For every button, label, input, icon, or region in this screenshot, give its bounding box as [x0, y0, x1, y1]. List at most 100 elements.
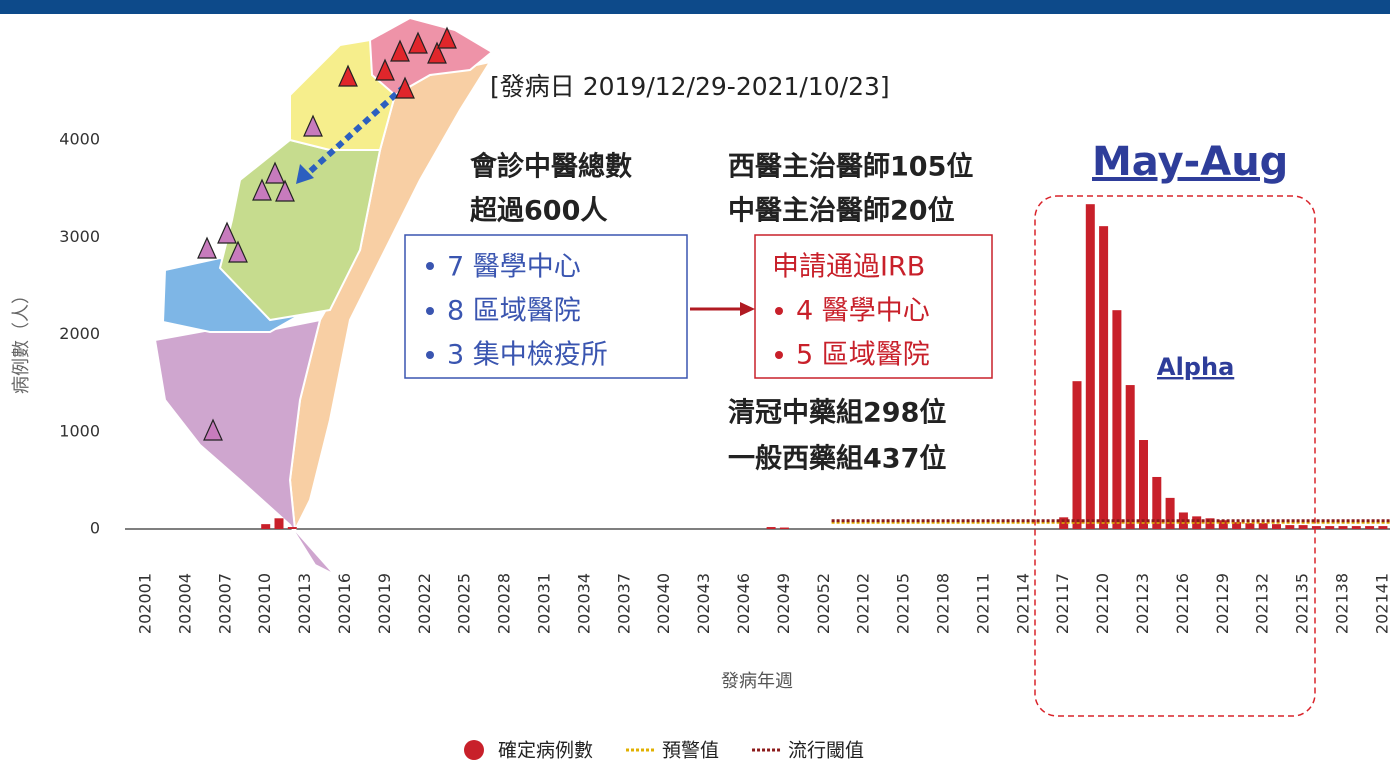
x-tick-label: 202028 [495, 573, 514, 634]
bar [1311, 526, 1321, 529]
y-tick-label: 2000 [59, 324, 100, 343]
bar [766, 527, 776, 529]
x-tick-label: 202016 [335, 573, 354, 634]
annotation: 中醫主治醫師20位 [728, 195, 955, 227]
legend-label: 預警值 [662, 740, 719, 762]
bar [1285, 525, 1295, 529]
case-marker [390, 39, 410, 62]
case-marker [427, 41, 447, 64]
x-axis-title: 發病年週 [721, 671, 793, 692]
case-marker [217, 221, 237, 244]
legend-label: 流行閾值 [788, 740, 864, 762]
bar [1085, 204, 1095, 529]
bar [1298, 525, 1308, 529]
bar [1165, 497, 1175, 529]
x-tick-label: 202123 [1133, 573, 1152, 634]
bar [1272, 524, 1281, 529]
x-tick-label: 202138 [1333, 573, 1352, 634]
case-marker [338, 64, 358, 87]
date-range: [發病日 2019/12/29-2021/10/23] [490, 72, 890, 101]
bar [274, 518, 284, 529]
legend-swatch [464, 740, 484, 760]
bar [1152, 476, 1162, 529]
x-tick-label: 202007 [215, 573, 234, 634]
y-axis-title: 病例數（人） [11, 286, 32, 394]
case-marker [408, 31, 428, 54]
y-tick-label: 1000 [59, 421, 100, 440]
bullet [426, 262, 434, 270]
bar [1325, 526, 1335, 529]
bar [1365, 526, 1375, 529]
variant-label: Alpha [1157, 353, 1234, 381]
x-tick-label: 202117 [1053, 573, 1072, 634]
x-tick-label: 202126 [1173, 573, 1192, 634]
x-tick-label: 202114 [1013, 573, 1032, 634]
x-tick-label: 202102 [854, 573, 873, 634]
case-marker [375, 58, 395, 81]
x-tick-label: 202120 [1093, 573, 1112, 634]
annotation: 超過600人 [470, 196, 607, 227]
case-marker [395, 76, 415, 99]
x-tick-label: 202010 [255, 573, 274, 634]
x-tick-label: 202013 [295, 573, 314, 634]
x-tick-label: 202046 [734, 573, 753, 634]
bullet [426, 351, 434, 359]
arrow-head [296, 164, 314, 184]
case-marker [228, 240, 248, 263]
case-marker [437, 26, 457, 49]
case-marker [265, 161, 285, 184]
x-tick-label: 202001 [136, 573, 155, 634]
bar [1245, 523, 1255, 529]
y-tick-label: 0 [90, 519, 100, 538]
irb-item: 5 區域醫院 [796, 340, 930, 371]
case-marker [252, 178, 272, 201]
bar [1351, 526, 1361, 529]
x-tick-label: 202034 [574, 573, 593, 634]
bar [1072, 381, 1082, 529]
hospital-item: 3 集中檢疫所 [447, 340, 608, 371]
x-tick-label: 202043 [694, 573, 713, 634]
x-tick-label: 202052 [814, 573, 833, 634]
hospital-item: 8 區域醫院 [447, 296, 581, 327]
x-tick-label: 202022 [415, 573, 434, 634]
case-marker [203, 418, 223, 441]
x-tick-label: 202031 [535, 573, 554, 634]
top-bar [0, 0, 1390, 14]
bar [1338, 526, 1348, 529]
case-marker [303, 114, 323, 137]
x-tick-label: 202135 [1293, 573, 1312, 634]
x-tick-label: 202129 [1213, 573, 1232, 634]
x-tick-label: 202111 [973, 573, 992, 634]
x-tick-label: 202004 [175, 573, 194, 634]
hospital-item: 7 醫學中心 [447, 252, 581, 283]
flow-arrow-head [740, 302, 755, 316]
bullet [775, 307, 783, 315]
bar [261, 524, 271, 529]
bullet [426, 307, 434, 315]
annotation: 西醫主治醫師105位 [728, 151, 973, 183]
bar [1139, 440, 1148, 529]
annotation: 一般西藥組437位 [728, 443, 946, 475]
x-tick-label: 202141 [1372, 573, 1390, 634]
bar [1099, 226, 1109, 529]
annotation: 清冠中藥組298位 [728, 397, 946, 429]
bullet [775, 351, 783, 359]
x-tick-label: 202025 [455, 573, 474, 634]
y-tick-label: 4000 [59, 130, 100, 149]
bar [1125, 385, 1135, 529]
x-tick-label: 202049 [774, 573, 793, 634]
case-marker [275, 179, 295, 202]
bar [1205, 518, 1215, 529]
irb-title: 申請通過IRB [772, 252, 925, 283]
bar [1112, 310, 1122, 529]
x-tick-label: 202132 [1253, 573, 1272, 634]
spread-arrow [302, 83, 408, 179]
legend-label: 確定病例數 [498, 740, 593, 762]
x-tick-label: 202037 [614, 573, 633, 634]
bar [1218, 520, 1228, 529]
irb-box [754, 234, 993, 379]
annotation: 會診中醫總數 [470, 151, 632, 183]
x-tick-label: 202040 [654, 573, 673, 634]
x-tick-label: 202108 [934, 573, 953, 634]
bar [1378, 526, 1388, 529]
